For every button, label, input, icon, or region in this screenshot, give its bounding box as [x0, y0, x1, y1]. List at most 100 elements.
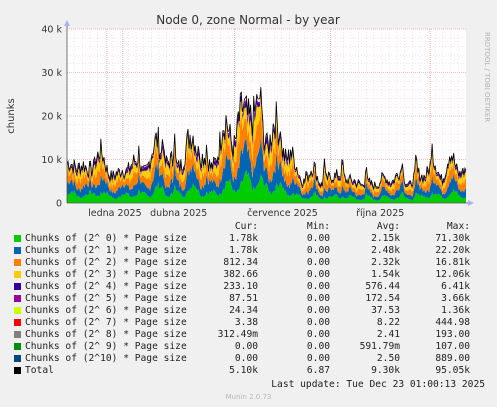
legend-avg-value: 591.79m: [359, 341, 400, 352]
x-axis-arrow-icon: [468, 200, 474, 206]
legend-max-value: 12.06k: [435, 269, 470, 280]
rrdtool-credit: RRDTOOL / TOBI OETIKER: [483, 32, 491, 122]
x-tick-label: července 2025: [247, 208, 318, 219]
legend-cur-value: 3.38: [234, 317, 258, 328]
legend-cur-value: 233.10: [223, 281, 258, 292]
legend-header-cur: Cur:: [234, 221, 258, 232]
legend-avg-value: 37.53: [371, 305, 400, 316]
legend-min-value: 0.00: [306, 353, 330, 364]
legend-row: Chunks of (2^10) * Page size 0.00 0.00 2.50…: [0, 353, 497, 365]
legend-avg-value: 1.54k: [371, 269, 400, 280]
legend-min-value: 0.00: [306, 341, 330, 352]
legend-series-name: Chunks of (2^ 2) * Page size: [25, 257, 187, 268]
legend-swatch: [14, 283, 21, 290]
legend-header-avg: Avg:: [376, 221, 400, 232]
legend-series-name: Chunks of (2^ 7) * Page size: [25, 317, 187, 328]
legend-max-value: 107.00: [435, 341, 470, 352]
legend-series-name: Total: [25, 365, 54, 376]
legend-cur-value: 0.00: [234, 341, 258, 352]
legend-series-name: Chunks of (2^ 1) * Page size: [25, 245, 187, 256]
legend-cur-value: 382.66: [223, 269, 258, 280]
legend-cur-value: 812.34: [223, 257, 258, 268]
legend-row: Chunks of (2^ 8) * Page size 312.49m 0.00 2…: [0, 329, 497, 341]
legend-avg-value: 9.30k: [371, 365, 400, 376]
legend-swatch: [14, 295, 21, 302]
y-tick-label: 20 k: [41, 112, 62, 123]
legend-series-name: Chunks of (2^ 5) * Page size: [25, 293, 187, 304]
legend-swatch: [14, 271, 21, 278]
legend-header-min: Min:: [306, 221, 330, 232]
legend-min-value: 0.00: [306, 257, 330, 268]
legend-max-value: 95.05k: [435, 365, 470, 376]
legend-swatch: [14, 319, 21, 326]
legend-series-name: Chunks of (2^ 6) * Page size: [25, 305, 187, 316]
chart-title: Node 0, zone Normal - by year: [156, 13, 340, 27]
last-update: Last update: Tue Dec 23 01:00:13 2025: [271, 379, 485, 390]
legend-max-value: 3.66k: [441, 293, 470, 304]
y-tick-labels: 0 10 k 20 k 30 k 40 k: [41, 25, 62, 210]
legend-series-name: Chunks of (2^ 8) * Page size: [25, 329, 187, 340]
legend-min-value: 6.87: [306, 365, 330, 376]
legend-avg-value: 2.50: [376, 353, 400, 364]
legend-swatch: [14, 307, 21, 314]
x-tick-label: dubna 2025: [150, 208, 207, 219]
legend-avg-value: 8.22: [376, 317, 400, 328]
legend-min-value: 0.00: [306, 233, 330, 244]
legend-cur-value: 0.00: [234, 353, 258, 364]
legend-row: Chunks of (2^ 7) * Page size 3.38 0.00 8.22…: [0, 317, 497, 329]
x-tick-labels: ledna 2025 dubna 2025 července 2025 října 2…: [88, 208, 404, 219]
legend-row: Chunks of (2^ 6) * Page size 24.34 0.00 37.…: [0, 305, 497, 317]
legend-row: Total 5.10k 6.87 9.30k 95.05k: [0, 365, 497, 377]
legend-cur-value: 1.78k: [229, 233, 258, 244]
legend-swatch: [14, 247, 21, 254]
legend-max-value: 6.41k: [441, 281, 470, 292]
legend-row: Chunks of (2^ 4) * Page size 233.10 0.00 57…: [0, 281, 497, 293]
series-area: [67, 109, 466, 198]
legend-min-value: 0.00: [306, 317, 330, 328]
legend-row: Chunks of (2^ 3) * Page size 382.66 0.00 1.…: [0, 269, 497, 281]
legend-row: Chunks of (2^ 0) * Page size 1.78k 0.00 2.1…: [0, 233, 497, 245]
legend-series-name: Chunks of (2^ 9) * Page size: [25, 341, 187, 352]
legend-avg-value: 576.44: [365, 281, 400, 292]
legend-series-name: Chunks of (2^10) * Page size: [25, 353, 187, 364]
legend-max-value: 889.00: [435, 353, 470, 364]
series-area: [67, 92, 466, 191]
legend-swatch: [14, 367, 21, 374]
legend-max-value: 16.81k: [435, 257, 470, 268]
legend-row: Chunks of (2^ 2) * Page size 812.34 0.00 2.…: [0, 257, 497, 269]
legend-swatch: [14, 355, 21, 362]
chart-area: Node 0, zone Normal - by year chunks RRD…: [6, 13, 491, 219]
series-area: [67, 96, 466, 195]
legend-cur-value: 5.10k: [229, 365, 258, 376]
legend-min-value: 0.00: [306, 245, 330, 256]
munin-version: Munin 2.0.73: [225, 393, 272, 401]
series-area: [67, 137, 466, 201]
legend-avg-value: 2.41: [376, 329, 400, 340]
stacked-areas: [66, 87, 467, 203]
legend-avg-value: 2.32k: [371, 257, 400, 268]
legend-swatch: [14, 331, 21, 338]
x-tick-label: ledna 2025: [88, 208, 142, 219]
legend-series-name: Chunks of (2^ 0) * Page size: [25, 233, 187, 244]
legend-row: Chunks of (2^ 1) * Page size 1.78k 0.00 2.4…: [0, 245, 497, 257]
legend-min-value: 0.00: [306, 329, 330, 340]
x-tick-label: října 2025: [356, 208, 404, 219]
legend-swatch: [14, 235, 21, 242]
legend-max-value: 193.00: [435, 329, 470, 340]
legend-max-value: 444.98: [435, 317, 470, 328]
legend-header-max: Max:: [446, 221, 470, 232]
y-tick-label: 40 k: [41, 25, 62, 36]
legend-max-value: 22.20k: [435, 245, 470, 256]
y-tick-label: 30 k: [41, 68, 62, 79]
legend-series-name: Chunks of (2^ 3) * Page size: [25, 269, 187, 280]
legend-min-value: 0.00: [306, 281, 330, 292]
series-area: [67, 170, 466, 203]
legend-avg-value: 2.15k: [371, 233, 400, 244]
legend-avg-value: 172.54: [365, 293, 400, 304]
legend-min-value: 0.00: [306, 269, 330, 280]
legend-min-value: 0.00: [306, 305, 330, 316]
legend-cur-value: 87.51: [229, 293, 258, 304]
legend-row: Chunks of (2^ 5) * Page size 87.51 0.00 172…: [0, 293, 497, 305]
legend-row: Chunks of (2^ 9) * Page size 0.00 0.00 591.…: [0, 341, 497, 353]
legend-series-name: Chunks of (2^ 4) * Page size: [25, 281, 187, 292]
